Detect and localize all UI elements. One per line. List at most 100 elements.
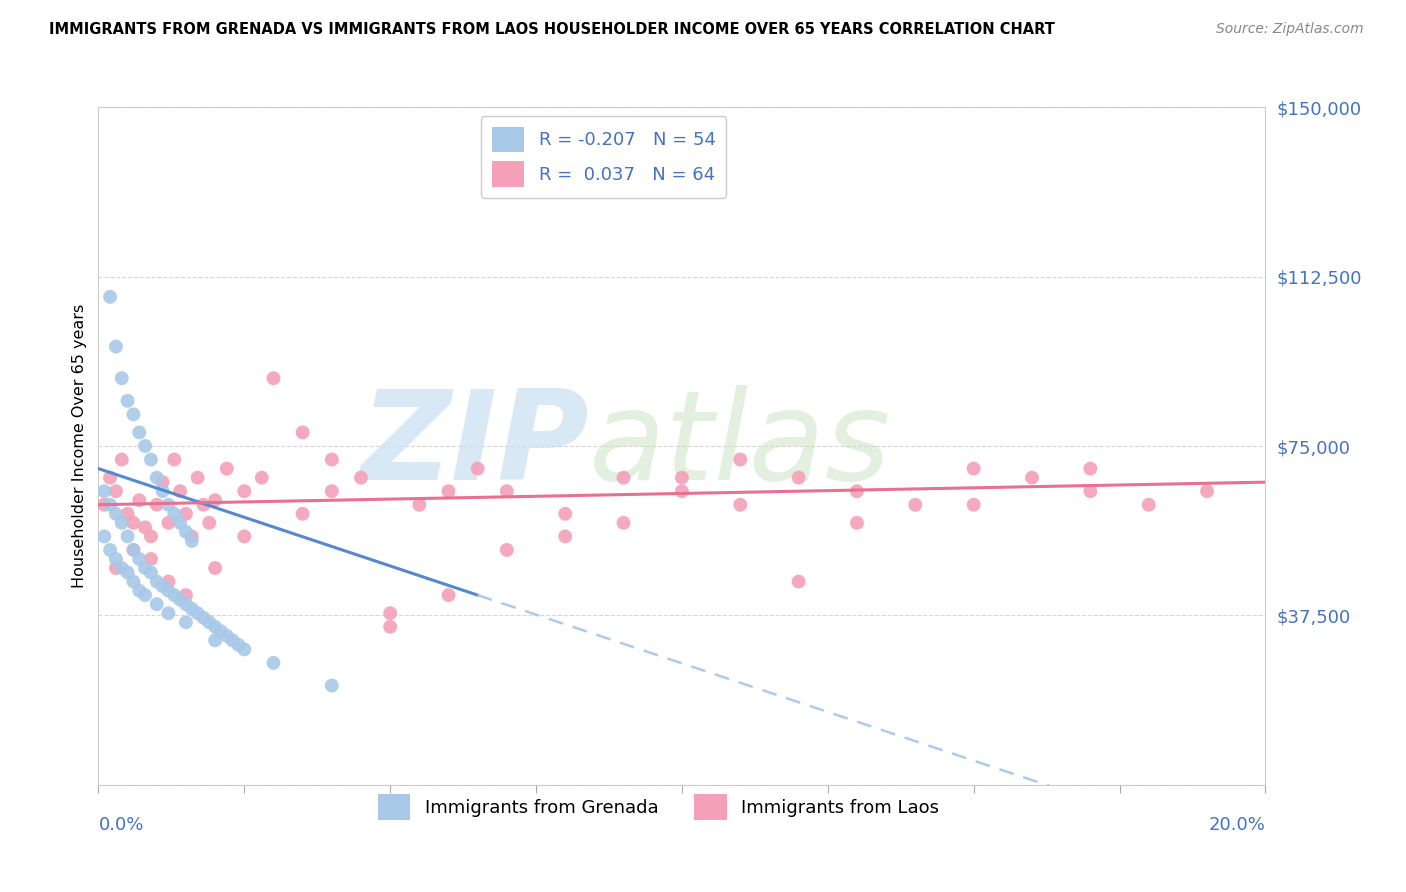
Point [204,633,226,648]
Point [128,552,150,566]
Point [134,439,156,453]
Point [904,498,927,512]
Point [262,371,284,385]
Point [437,588,460,602]
Point [157,498,180,512]
Point [321,679,343,693]
Point [408,498,430,512]
Point [128,493,150,508]
Point [122,408,145,422]
Point [671,470,693,484]
Point [157,606,180,620]
Point [221,633,243,648]
Point [152,484,174,499]
Point [204,620,226,634]
Point [146,574,169,589]
Point [93,484,115,499]
Point [437,484,460,499]
Point [104,484,127,499]
Point [128,425,150,440]
Point [139,566,162,580]
Text: atlas: atlas [589,385,890,507]
Point [204,561,226,575]
Point [139,552,162,566]
Text: 20.0%: 20.0% [1209,815,1265,833]
Point [730,498,752,512]
Point [104,552,127,566]
Point [152,579,174,593]
Point [128,583,150,598]
Point [671,484,693,499]
Point [98,470,121,484]
Point [198,615,221,630]
Point [139,452,162,467]
Y-axis label: Householder Income Over 65 years: Householder Income Over 65 years [72,304,87,588]
Point [163,452,186,467]
Point [554,507,576,521]
Point [169,592,191,607]
Point [122,574,145,589]
Text: IMMIGRANTS FROM GRENADA VS IMMIGRANTS FROM LAOS HOUSEHOLDER INCOME OVER 65 YEARS: IMMIGRANTS FROM GRENADA VS IMMIGRANTS FR… [49,22,1054,37]
Point [233,529,256,543]
Point [146,470,169,484]
Point [111,371,134,385]
Point [321,484,343,499]
Point [146,597,169,611]
Point [350,470,373,484]
Point [134,561,156,575]
Point [1137,498,1160,512]
Point [228,638,250,652]
Point [111,516,134,530]
Point [146,498,169,512]
Point [193,498,215,512]
Text: ZIP: ZIP [360,385,589,507]
Point [98,543,121,558]
Point [730,452,752,467]
Point [98,290,121,304]
Point [180,601,202,615]
Point [496,543,519,558]
Point [104,507,127,521]
Point [111,452,134,467]
Point [1080,484,1102,499]
Point [157,516,180,530]
Point [98,498,121,512]
Point [962,461,984,475]
Point [612,470,634,484]
Point [157,574,180,589]
Point [134,588,156,602]
Point [163,588,186,602]
Point [117,566,139,580]
Point [174,524,197,539]
Point [169,484,191,499]
Point [134,520,156,534]
Point [104,340,127,354]
Point [117,393,139,408]
Point [187,470,209,484]
Point [93,529,115,543]
Point [122,543,145,558]
Point [117,529,139,543]
Point [174,615,197,630]
Point [122,516,145,530]
Point [1195,484,1218,499]
Point [209,624,232,639]
Point [180,533,202,548]
Point [612,516,634,530]
Point [787,470,810,484]
Point [180,529,202,543]
Point [152,475,174,490]
Point [122,543,145,558]
Point [291,425,314,440]
Point [846,484,869,499]
Point [198,516,221,530]
Point [250,470,273,484]
Point [554,529,576,543]
Point [1080,461,1102,475]
Point [187,606,209,620]
Point [380,606,402,620]
Point [157,583,180,598]
Point [233,484,256,499]
Point [215,461,238,475]
Point [787,574,810,589]
